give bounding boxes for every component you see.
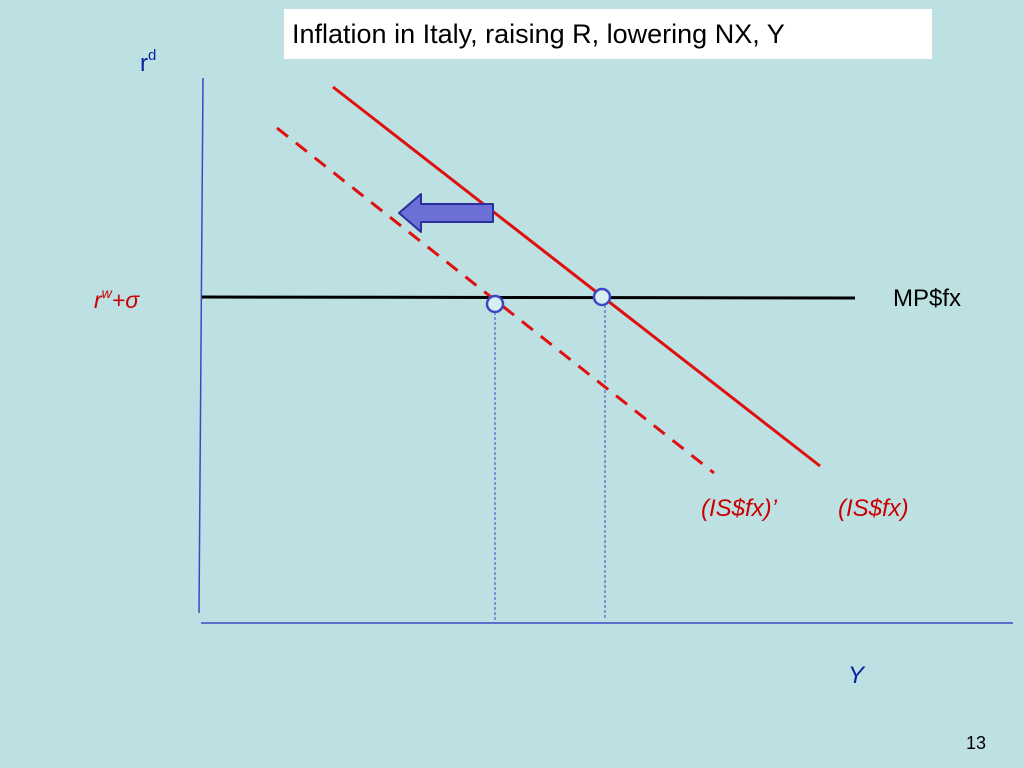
is-curve-shifted-label: (IS$fx)’ [701, 495, 778, 522]
shift-left-arrow [398, 193, 494, 233]
y-axis [198, 77, 204, 614]
is-curve-original [332, 85, 821, 468]
slide-title: Inflation in Italy, raising R, lowering … [284, 9, 932, 59]
y-axis-label-superscript: d [148, 47, 157, 64]
equilibrium-marker-new [485, 294, 505, 314]
mp-curve-label: MP$fx [893, 285, 962, 312]
world-rate-label-base: r [94, 287, 102, 313]
is-curve-shifted [276, 126, 715, 475]
world-rate-label: rw+σ [94, 286, 139, 312]
y-axis-label-base: r [140, 50, 148, 77]
x-axis-label: Y [848, 662, 865, 689]
world-rate-label-superscript: w [101, 285, 112, 301]
y-axis-label: rd [140, 48, 156, 76]
world-rate-label-suffix: +σ [111, 287, 140, 313]
is-curve-original-label: (IS$fx) [838, 495, 909, 522]
page-number: 13 [966, 733, 987, 753]
equilibrium-marker-original [592, 287, 612, 307]
mp-curve [201, 295, 856, 300]
